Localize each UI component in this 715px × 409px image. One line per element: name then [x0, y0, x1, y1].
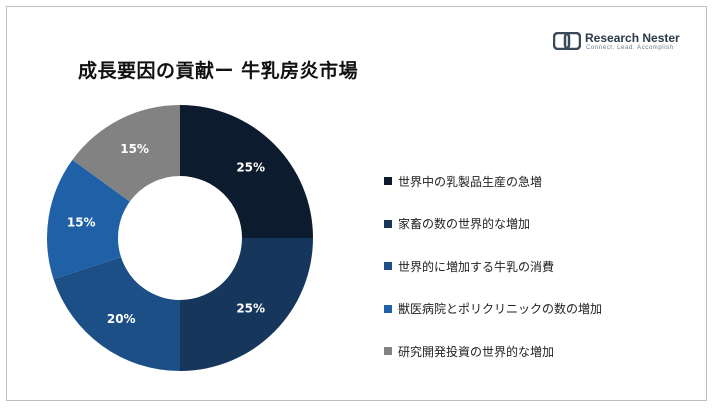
legend-swatch: [384, 347, 392, 355]
legend-item: 世界中の乳製品生産の急増: [384, 172, 602, 190]
pie-slice: [72, 105, 180, 202]
legend-item: 世界的に増加する牛乳の消費: [384, 257, 602, 275]
legend-label: 世界中の乳製品生産の急増: [398, 174, 543, 189]
slice-label: 25%: [236, 160, 265, 174]
legend-item: 獣医病院とポリクリニックの数の増加: [384, 300, 602, 318]
research-nester-logo: Research Nester Connect. Lead. Accomplis…: [553, 30, 693, 54]
chart-legend: 世界中の乳製品生産の急増 家畜の数の世界的な増加世界的に増加する牛乳の消費獣医病院…: [384, 172, 602, 385]
slice-label: 20%: [107, 312, 136, 326]
logo-name: Research Nester: [585, 31, 680, 45]
legend-item: 研究開発投資の世界的な増加: [384, 342, 602, 360]
slice-label: 15%: [120, 142, 149, 156]
legend-swatch: [384, 262, 392, 270]
pie-slice: [180, 238, 313, 371]
pie-slice: [53, 257, 180, 371]
slice-label: 25%: [236, 302, 265, 316]
legend-swatch: [384, 304, 392, 313]
chart-title: 成長要因の貢献ー 牛乳房炎市場: [78, 60, 359, 82]
pie-slice: [47, 159, 130, 280]
logo-icon: [553, 32, 581, 50]
logo-tagline: Connect. Lead. Accomplish: [586, 45, 674, 51]
slice-label: 15%: [67, 215, 96, 229]
legend-label: 獣医病院とポリクリニックの数の増加: [398, 302, 603, 316]
legend-swatch: [384, 177, 392, 185]
legend-label: 家畜の数の世界的な増加: [398, 217, 531, 231]
legend-label: 世界的に増加する牛乳の消費: [398, 259, 555, 274]
legend-swatch: [384, 219, 392, 228]
legend-item: 家畜の数の世界的な増加: [384, 215, 602, 233]
pie-slice: [180, 105, 313, 238]
legend-label: 研究開発投資の世界的な増加: [398, 344, 555, 359]
